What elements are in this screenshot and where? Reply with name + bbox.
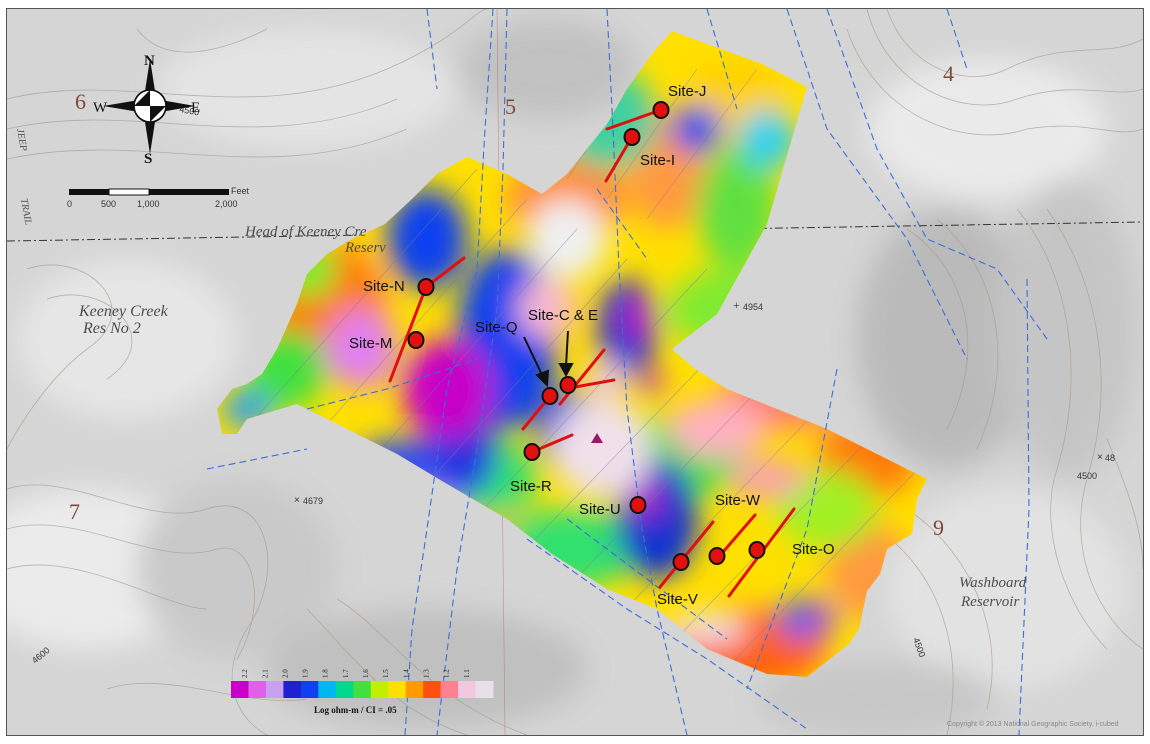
- site-marker-i[interactable]: [623, 128, 641, 146]
- legend-tick-label: 1.7: [342, 669, 350, 678]
- scale-tick-1000: 1,000: [137, 199, 160, 209]
- compass-south-label: S: [144, 151, 152, 167]
- site-marker-n[interactable]: [417, 278, 435, 296]
- legend-swatch: [475, 681, 494, 698]
- legend-swatch: [335, 681, 354, 698]
- copyright-text: Copyright © 2013 National Geographic Soc…: [947, 720, 1119, 728]
- legend-tick-label: 1.3: [423, 669, 431, 678]
- legend-swatch: [353, 681, 372, 698]
- legend-swatch: [388, 681, 407, 698]
- legend-swatch: [440, 681, 459, 698]
- site-marker-v[interactable]: [672, 553, 690, 571]
- legend-tick-label: 1.1: [463, 669, 471, 678]
- site-label-n: Site-N: [363, 278, 405, 295]
- site-label-i: Site-I: [640, 152, 675, 169]
- site-label-q: Site-Q: [475, 319, 518, 336]
- legend-tick-label: 2.2: [241, 669, 249, 678]
- place-label-trail: TRAIL: [18, 198, 34, 227]
- legend-swatch: [248, 681, 267, 698]
- site-label-j: Site-J: [668, 83, 706, 100]
- elevation-4679: 4679: [303, 496, 323, 506]
- benchmark-icon: +: [733, 298, 740, 312]
- legend-tick-label: 1.9: [302, 669, 310, 678]
- spot-height-icon-east: ×: [1097, 452, 1103, 463]
- site-label-v: Site-V: [657, 591, 698, 608]
- site-markers: [407, 101, 766, 571]
- place-label-keeney-creek: Keeney Creek: [78, 303, 169, 320]
- elevation-4954: 4954: [743, 302, 763, 312]
- annotation-arrows: [523, 330, 574, 388]
- legend-tick-label: 1.4: [402, 669, 410, 678]
- legend-ticks: 2.2 2.1 2.0 1.9 1.8 1.7 1.6 1.5 1.4 1.3 1.2 1.1: [241, 669, 471, 678]
- topo-hillshade: [7, 19, 1137, 735]
- legend-swatch: [405, 681, 424, 698]
- legend-tick-label: 1.2: [443, 669, 451, 678]
- legend-swatch: [458, 681, 477, 698]
- site-marker-w[interactable]: [708, 547, 726, 565]
- scale-tick-500: 500: [101, 199, 116, 209]
- section-number-5: 5: [505, 94, 516, 119]
- elevation-48: 48: [1105, 453, 1115, 463]
- site-label-ce: Site-C & E: [528, 307, 598, 324]
- scale-bar: 0 500 1,000 2,000 Feet: [67, 186, 250, 209]
- place-label-res-no-2: Res No 2: [82, 320, 141, 337]
- spot-height-icon: ×: [294, 495, 300, 506]
- color-legend: 2.2 2.1 2.0 1.9 1.8 1.7 1.6 1.5 1.4 1.3 1.2 1.1 Log…: [231, 669, 494, 715]
- legend-tick-label: 1.8: [322, 669, 330, 678]
- legend-tick-label: 2.1: [261, 669, 269, 678]
- site-label-o: Site-O: [792, 541, 835, 558]
- site-label-u: Site-U: [579, 501, 621, 518]
- compass-rose: N S E W: [93, 53, 200, 167]
- scale-unit: Feet: [231, 186, 250, 196]
- site-marker-q[interactable]: [541, 387, 559, 405]
- scale-tick-0: 0: [67, 199, 72, 209]
- site-label-m: Site-M: [349, 335, 392, 352]
- site-marker-ce[interactable]: [559, 376, 577, 394]
- legend-tick-label: 1.6: [362, 669, 370, 678]
- site-marker-o[interactable]: [748, 541, 766, 559]
- site-marker-u[interactable]: [629, 496, 647, 514]
- legend-swatch: [423, 681, 442, 698]
- legend-swatch: [283, 681, 302, 698]
- section-number-4: 4: [943, 61, 954, 86]
- place-label-reserv: Reserv: [344, 240, 386, 256]
- place-label-reservoir: Reservoir: [960, 594, 1019, 610]
- section-number-7: 7: [69, 499, 80, 524]
- site-marker-r[interactable]: [523, 443, 541, 461]
- place-label-jeep: JEEP: [14, 128, 29, 152]
- legend-title: Log ohm-m / CI = .05: [314, 705, 397, 715]
- section-number-6: 6: [75, 89, 86, 114]
- elevation-4500-top: 4500: [1077, 471, 1097, 481]
- legend-swatch: [300, 681, 319, 698]
- site-label-w: Site-W: [715, 492, 761, 509]
- legend-tick-label: 1.5: [382, 669, 390, 678]
- site-marker-j[interactable]: [652, 101, 670, 119]
- place-label-washboard: Washboard: [959, 575, 1027, 591]
- legend-swatch: [265, 681, 284, 698]
- legend-swatch: [231, 681, 249, 698]
- map-frame: 6 5 4 7 9 Head of Keeney Cre Reserv Keen…: [6, 8, 1144, 736]
- legend-swatch: [318, 681, 337, 698]
- contour-lines: [7, 9, 1143, 735]
- triangle-marker-icon: [591, 433, 603, 443]
- compass-north-label: N: [144, 53, 155, 69]
- place-label-head-keeney: Head of Keeney Cre: [244, 224, 367, 240]
- map-canvas[interactable]: 6 5 4 7 9 Head of Keeney Cre Reserv Keen…: [7, 9, 1143, 735]
- section-number-9: 9: [933, 515, 944, 540]
- compass-icon: [103, 59, 195, 154]
- legend-swatch: [370, 681, 389, 698]
- fault-lines: [206, 9, 1048, 735]
- scale-tick-2000: 2,000: [215, 199, 238, 209]
- compass-west-label: W: [93, 100, 108, 116]
- site-marker-m[interactable]: [407, 331, 425, 349]
- compass-east-label: E: [191, 100, 200, 116]
- legend-colorbar: [231, 681, 494, 698]
- legend-tick-label: 2.0: [281, 669, 289, 678]
- site-label-r: Site-R: [510, 478, 552, 495]
